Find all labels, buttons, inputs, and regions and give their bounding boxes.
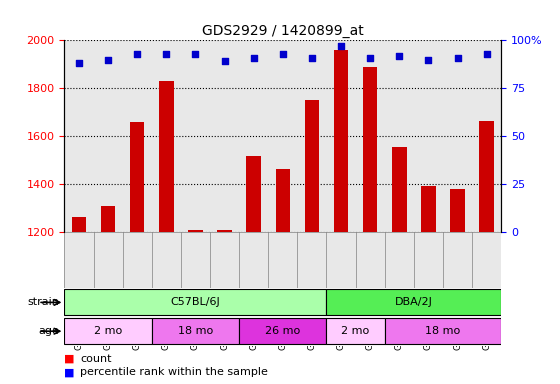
Text: 2 mo: 2 mo	[342, 326, 370, 336]
Bar	[326, 290, 501, 315]
Text: C57BL/6J: C57BL/6J	[171, 297, 220, 308]
Bar	[239, 318, 326, 344]
Text: 2 mo: 2 mo	[94, 326, 122, 336]
Bar	[479, 121, 494, 232]
Text: 18 mo: 18 mo	[178, 326, 213, 336]
Point	[395, 53, 404, 59]
Text: 18 mo: 18 mo	[426, 326, 460, 336]
Bar	[421, 185, 436, 232]
Bar	[334, 50, 348, 232]
Text: count: count	[80, 354, 111, 364]
Text: 26 mo: 26 mo	[265, 326, 300, 336]
Bar	[188, 230, 203, 232]
Point	[453, 55, 462, 61]
Bar	[385, 318, 501, 344]
Point	[249, 55, 258, 61]
Point	[191, 51, 200, 57]
Text: DBA/2J: DBA/2J	[395, 297, 433, 308]
Bar	[64, 318, 152, 344]
Bar	[217, 230, 232, 232]
Bar	[363, 67, 377, 232]
Bar	[326, 318, 385, 344]
Bar	[152, 318, 239, 344]
Text: ■: ■	[64, 354, 75, 364]
Bar	[305, 100, 319, 232]
Point	[162, 51, 171, 57]
Bar	[101, 206, 115, 232]
Point	[74, 60, 83, 66]
Point	[366, 55, 375, 61]
Bar	[64, 290, 326, 315]
Bar	[392, 147, 407, 232]
Bar	[450, 189, 465, 232]
Text: ■: ■	[64, 367, 75, 377]
Bar	[159, 81, 174, 232]
Bar	[276, 169, 290, 232]
Point	[104, 56, 113, 63]
Bar	[72, 217, 86, 232]
Point	[337, 43, 346, 49]
Bar	[246, 156, 261, 232]
Text: strain: strain	[27, 297, 59, 308]
Point	[220, 58, 229, 65]
Text: percentile rank within the sample: percentile rank within the sample	[80, 367, 268, 377]
Bar	[130, 122, 144, 232]
Title: GDS2929 / 1420899_at: GDS2929 / 1420899_at	[202, 24, 363, 38]
Point	[307, 55, 316, 61]
Point	[424, 56, 433, 63]
Text: age: age	[38, 326, 59, 336]
Point	[482, 51, 491, 57]
Point	[133, 51, 142, 57]
Point	[278, 51, 287, 57]
